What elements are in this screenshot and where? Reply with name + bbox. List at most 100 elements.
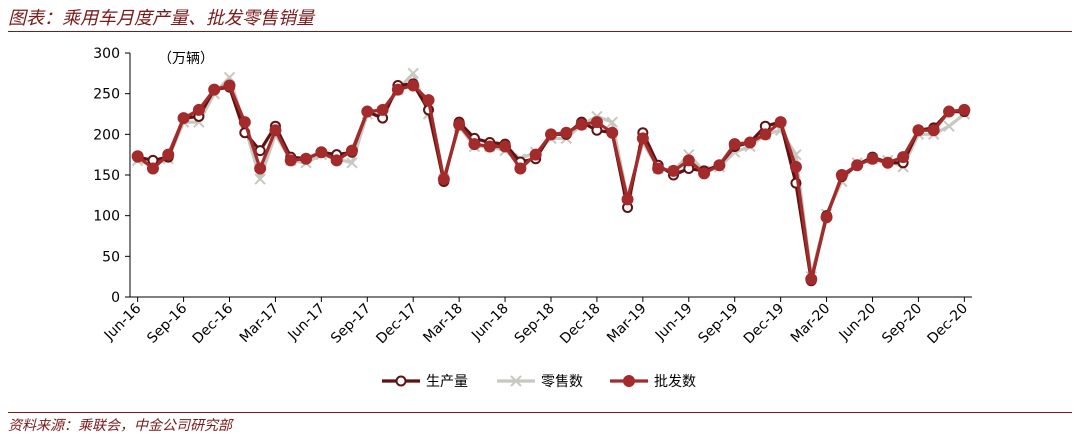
y-tick-label: 250 <box>93 87 120 103</box>
x-tick-label: Dec-16 <box>190 300 237 347</box>
wholesale-point <box>376 103 389 116</box>
wholesale-point <box>623 375 635 387</box>
source-note: 资料来源：乘联会，中金公司研究部 <box>8 418 232 434</box>
x-tick-label: Sep-18 <box>512 301 558 347</box>
wholesale-point <box>131 150 144 163</box>
wholesale-point <box>284 154 297 167</box>
x-tick-label: Dec-18 <box>557 301 604 348</box>
wholesale-point <box>330 154 343 167</box>
wholesale-point <box>437 173 450 186</box>
wholesale-point <box>560 126 573 139</box>
wholesale-point <box>192 103 205 116</box>
wholesale-point <box>682 154 695 167</box>
wholesale-point <box>254 162 267 175</box>
wholesale-point <box>698 167 711 180</box>
wholesale-point <box>300 152 313 165</box>
wholesale-point <box>774 116 787 129</box>
wholesale-point <box>468 138 481 151</box>
wholesale-point <box>835 169 848 181</box>
wholesale-series <box>131 79 971 286</box>
x-tick-label: Sep-17 <box>328 301 374 347</box>
wholesale-point <box>407 79 420 92</box>
wholesale-point <box>269 124 282 137</box>
x-tick-label: Jun-19 <box>652 301 696 345</box>
retail-point-stroke <box>943 120 955 132</box>
y-tick-label: 50 <box>102 249 120 265</box>
x-tick-label: Dec-20 <box>925 301 972 348</box>
chart-legend: 生产量 零售数 批发数 <box>382 374 696 390</box>
production-point <box>395 375 407 387</box>
series-layer <box>131 67 971 287</box>
wholesale-point <box>728 138 741 151</box>
x-tick-label: Sep-16 <box>144 300 190 346</box>
wholesale-point <box>912 124 925 137</box>
wholesale-point <box>514 162 527 175</box>
wholesale-point <box>391 83 404 96</box>
wholesale-point <box>667 164 680 177</box>
x-tick-label: Dec-17 <box>373 301 420 348</box>
production-point <box>254 145 266 157</box>
y-tick-label: 200 <box>93 127 120 143</box>
legend-label: 批发数 <box>654 374 696 390</box>
x-tick-label: Mar-20 <box>788 301 834 347</box>
retail-point <box>346 157 358 169</box>
wholesale-point <box>851 159 864 172</box>
y-tick-label: 100 <box>93 209 120 225</box>
wholesale-point <box>177 112 190 125</box>
retail-point-stroke <box>510 375 522 387</box>
wholesale-point <box>545 128 557 141</box>
x-tick-label: Jun-17 <box>285 301 329 345</box>
x-tick-label: Jun-18 <box>468 301 512 345</box>
retail-point-stroke <box>254 173 266 185</box>
wholesale-point <box>606 126 619 139</box>
retail-point-stroke <box>407 67 419 80</box>
legend-label: 零售数 <box>541 374 583 390</box>
wholesale-point <box>315 146 328 159</box>
wholesale-point <box>162 148 175 161</box>
wholesale-point <box>208 83 221 96</box>
wholesale-point <box>897 151 910 164</box>
legend-label: 生产量 <box>426 374 468 390</box>
wholesale-point <box>881 156 894 169</box>
wholesale-point <box>223 79 236 92</box>
x-tick-label: Sep-19 <box>695 301 741 347</box>
wholesale-point <box>866 152 879 165</box>
wholesale-point <box>361 105 374 118</box>
wholesale-point <box>453 118 466 131</box>
wholesale-series-line <box>136 83 965 281</box>
source-divider <box>8 412 1072 413</box>
y-tick-label: 300 <box>93 46 120 62</box>
legend-item: 批发数 <box>610 374 696 390</box>
wholesale-point <box>943 105 956 118</box>
wholesale-point <box>958 103 971 116</box>
retail-point <box>943 120 955 132</box>
wholesale-point <box>238 116 251 129</box>
wholesale-point <box>652 162 665 175</box>
x-tick-label: Mar-18 <box>420 301 466 347</box>
wholesale-point <box>345 144 358 157</box>
wholesale-point <box>590 116 603 129</box>
retail-point <box>407 67 419 80</box>
y-tick-label: 0 <box>111 290 120 306</box>
legend-item: 生产量 <box>382 374 468 390</box>
retail-point-stroke <box>346 157 358 169</box>
unit-label: （万辆） <box>158 51 214 67</box>
retail-point <box>254 173 266 185</box>
wholesale-point <box>713 159 726 172</box>
wholesale-point <box>621 193 634 206</box>
wholesale-point <box>499 140 512 153</box>
wholesale-point <box>789 160 802 173</box>
retail-point <box>606 116 618 128</box>
wholesale-point <box>146 162 159 175</box>
x-tick-label: Sep-20 <box>879 301 925 347</box>
retail-point-stroke <box>606 116 618 128</box>
retail-point <box>510 375 522 387</box>
x-tick-label: Jun-16 <box>101 300 145 344</box>
x-tick-label: Mar-19 <box>604 301 650 347</box>
wholesale-point <box>759 128 772 141</box>
wholesale-point <box>805 273 818 286</box>
wholesale-point <box>820 211 833 224</box>
x-tick-label: Mar-17 <box>237 301 283 347</box>
